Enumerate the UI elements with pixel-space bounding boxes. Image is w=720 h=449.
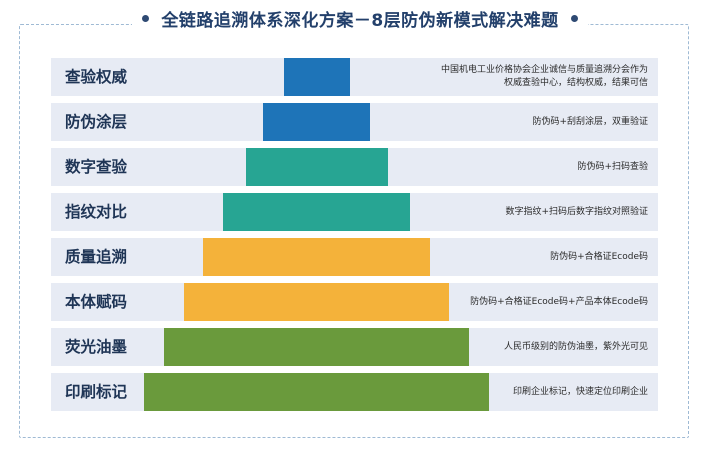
layer-label: 质量追溯 xyxy=(65,248,128,266)
layer-desc: 防伪码+刮刮涂层，双重验证 xyxy=(532,103,648,141)
layer-desc-line: 中国机电工业价格协会企业诚信与质量追溯分会作为 xyxy=(440,65,648,75)
layer-label: 指纹对比 xyxy=(65,203,128,221)
layer-row-2: 防伪涂层 防伪码+刮刮涂层，双重验证 xyxy=(51,103,658,141)
layer-label: 防伪涂层 xyxy=(65,113,128,131)
layer-desc: 防伪码+扫码查验 xyxy=(577,148,648,186)
layer-desc: 防伪码+合格证Ecode码+产品本体Ecode码 xyxy=(470,283,648,321)
layer-desc: 印刷企业标记，快速定位印刷企业 xyxy=(513,373,648,411)
pyramid-bar-3 xyxy=(246,148,388,186)
pyramid-bar-6 xyxy=(184,283,449,321)
pyramid-bar-5 xyxy=(203,238,430,276)
layer-row-7: 荧光油墨 人民币级别的防伪油墨，紫外光可见 xyxy=(51,328,658,366)
layer-desc-line: 防伪码+合格证Ecode码 xyxy=(550,251,648,262)
layer-desc-line: 防伪码+刮刮涂层，双重验证 xyxy=(532,116,648,127)
layer-desc: 人民币级别的防伪油墨，紫外光可见 xyxy=(504,328,648,366)
layer-desc-line: 权威查验中心，结构权威，结果可信 xyxy=(503,78,648,88)
pyramid-bar-4 xyxy=(223,193,410,231)
layer-label: 印刷标记 xyxy=(65,383,128,401)
title-left-dot xyxy=(142,15,150,22)
title-bar: 全链路追溯体系深化方案－8层防伪新模式解决难题 xyxy=(0,6,720,31)
layer-desc: 防伪码+合格证Ecode码 xyxy=(550,238,648,276)
layer-label: 本体赋码 xyxy=(65,293,128,311)
layer-desc: 数字指纹+扫码后数字指纹对照验证 xyxy=(505,193,648,231)
pyramid-bar-2 xyxy=(263,103,370,141)
layer-label: 数字查验 xyxy=(65,158,128,176)
layer-label: 查验权威 xyxy=(65,68,128,86)
layer-row-1: 查验权威 中国机电工业价格协会企业诚信与质量追溯分会作为 权威查验中心，结构权威… xyxy=(51,58,658,96)
layer-desc-line: 防伪码+合格证Ecode码+产品本体Ecode码 xyxy=(470,296,648,307)
layer-desc-line: 防伪码+扫码查验 xyxy=(577,161,648,172)
layer-row-3: 数字查验 防伪码+扫码查验 xyxy=(51,148,658,186)
layer-desc-line: 印刷企业标记，快速定位印刷企业 xyxy=(512,386,648,397)
layer-desc: 中国机电工业价格协会企业诚信与质量追溯分会作为 权威查验中心，结构权威，结果可信 xyxy=(441,58,648,96)
layer-desc-line: 数字指纹+扫码后数字指纹对照验证 xyxy=(505,206,648,217)
layer-row-8: 印刷标记 印刷企业标记，快速定位印刷企业 xyxy=(51,373,658,411)
pyramid-bar-7 xyxy=(164,328,469,366)
layer-row-4: 指纹对比 数字指纹+扫码后数字指纹对照验证 xyxy=(51,193,658,231)
pyramid-bar-1 xyxy=(284,58,350,96)
pyramid-bar-8 xyxy=(144,373,489,411)
layer-row-5: 质量追溯 防伪码+合格证Ecode码 xyxy=(51,238,658,276)
title-right-dot xyxy=(570,15,578,22)
layer-row-6: 本体赋码 防伪码+合格证Ecode码+产品本体Ecode码 xyxy=(51,283,658,321)
layer-label: 荧光油墨 xyxy=(65,338,128,356)
layer-desc-line: 人民币级别的防伪油墨，紫外光可见 xyxy=(503,341,648,352)
page-title: 全链路追溯体系深化方案－8层防伪新模式解决难题 xyxy=(161,11,559,31)
